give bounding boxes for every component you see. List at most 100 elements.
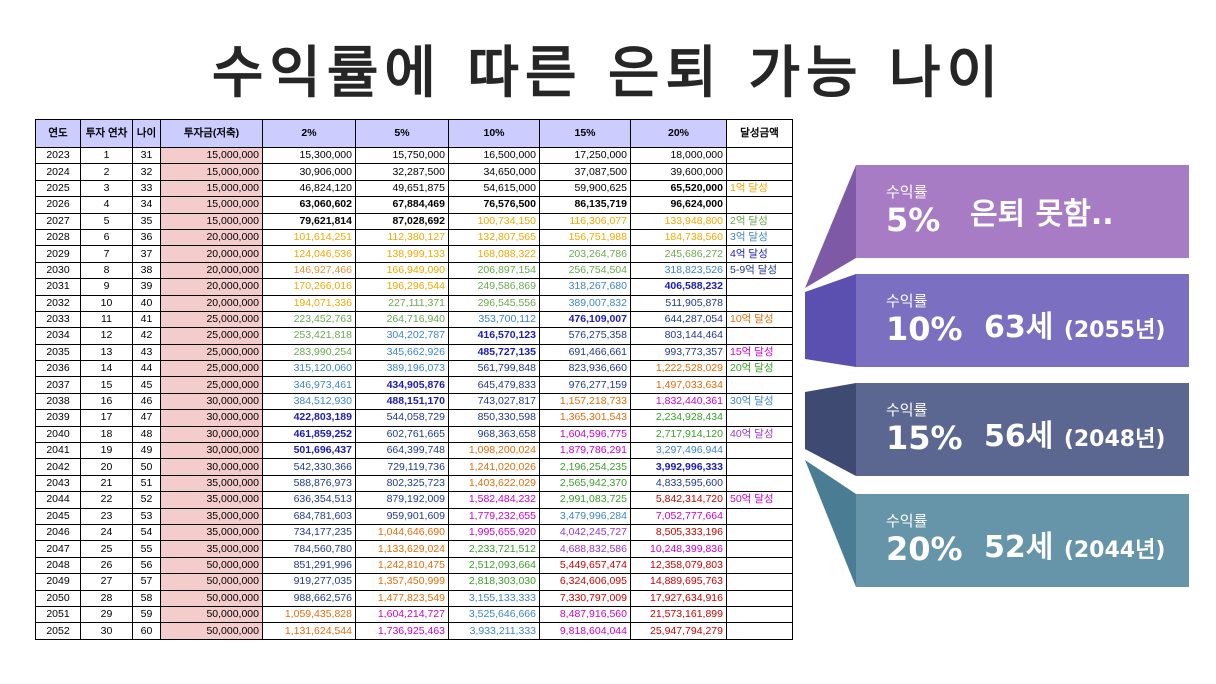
cell-achievement [726,294,793,312]
cell-invest-year: 20 [80,458,133,476]
cell-invest-year: 13 [80,343,133,362]
retirement-table: 연도 투자 연차 나이 투자금(저축) 2% 5% 10% 15% 20% 달성… [35,119,793,640]
cell-rate-20: 7,052,777,664 [630,507,727,525]
panel-label: 수익률 [886,292,928,310]
cell-rate-5: 1,357,450,999 [355,573,449,591]
cell-invest-year: 24 [80,523,133,542]
cell-rate-10: 1,241,020,026 [448,458,540,476]
header-rate-10: 10% [448,119,540,148]
cell-rate-5: 112,380,127 [355,228,449,247]
cell-rate-2: 461,859,252 [262,425,356,444]
cell-achievement: 5-9억 달성 [726,261,793,280]
cell-rate-2: 46,824,120 [262,179,356,198]
table-row: 2025 3 33 15,000,000 46,824,120 49,651,875 54,… [35,179,793,198]
cell-achievement [726,589,793,607]
cell-age: 33 [132,179,161,198]
cell-year: 2024 [35,163,81,181]
cell-year: 2052 [35,622,81,640]
cell-rate-15: 976,277,159 [539,376,631,394]
cell-rate-5: 166,949,090 [355,261,449,280]
cell-rate-10: 34,650,000 [448,163,540,181]
cell-rate-20: 1,497,033,634 [630,376,727,394]
cell-achievement [726,622,793,640]
cell-achievement [726,507,793,525]
cell-achievement [726,376,793,394]
table-row: 2023 1 31 15,000,000 15,300,000 15,750,000 16,… [35,146,793,165]
cell-rate-10: 353,700,112 [448,310,540,329]
cell-investment: 35,000,000 [160,507,263,525]
cell-rate-10: 2,818,303,030 [448,573,540,591]
cell-rate-10: 561,799,848 [448,360,540,378]
cell-year: 2031 [35,278,81,296]
cell-rate-15: 1,879,786,291 [539,442,631,460]
cell-age: 45 [132,376,161,394]
cell-rate-10: 485,727,135 [448,343,540,362]
cell-year: 2037 [35,376,81,394]
cell-age: 44 [132,360,161,378]
cell-rate-15: 9,818,604,044 [539,622,631,640]
cell-rate-2: 346,973,461 [262,376,356,394]
cell-invest-year: 6 [80,228,133,247]
cell-age: 42 [132,327,161,345]
cell-rate-2: 384,512,930 [262,392,356,411]
cell-achievement: 30억 달성 [726,392,793,411]
cell-achievement: 50억 달성 [726,491,793,509]
cell-rate-20: 8,505,333,196 [630,523,727,542]
cell-rate-5: 1,604,214,727 [355,605,449,624]
panel-rate-10: 수익률 10% 63세 (2055년) [856,274,1189,367]
table-row: 2037 15 45 25,000,000 346,973,461 434,905,876… [35,376,793,394]
cell-age: 43 [132,343,161,362]
cell-year: 2027 [35,212,81,230]
table-row: 2030 8 38 20,000,000 146,927,466 166,949,090 2… [35,261,793,280]
panel-wedge-10 [805,274,856,367]
cell-year: 2038 [35,392,81,411]
cell-rate-10: 132,807,565 [448,228,540,247]
cell-rate-2: 851,291,996 [262,556,356,575]
cell-rate-20: 133,948,800 [630,212,727,230]
panel-rate-5: 수익률 5% 은퇴 못함.. [856,165,1189,258]
cell-rate-5: 389,196,073 [355,360,449,378]
cell-age: 39 [132,278,161,296]
cell-rate-20: 4,833,595,600 [630,474,727,493]
cell-investment: 50,000,000 [160,556,263,575]
cell-rate-15: 2,991,083,725 [539,491,631,509]
cell-rate-20: 25,947,794,279 [630,622,727,640]
table-row: 2040 18 48 30,000,000 461,859,252 602,761,665… [35,425,793,444]
cell-achievement [726,605,793,624]
cell-year: 2042 [35,458,81,476]
cell-rate-15: 156,751,988 [539,228,631,247]
header-rate-15: 15% [539,119,631,148]
header-invest-year: 투자 연차 [80,119,133,148]
cell-investment: 50,000,000 [160,622,263,640]
cell-rate-10: 1,098,200,024 [448,442,540,460]
cell-rate-5: 802,325,723 [355,474,449,493]
header-row: 연도 투자 연차 나이 투자금(저축) 2% 5% 10% 15% 20% 달성… [35,119,793,148]
panel-result: 63세 (2055년) [984,310,1166,345]
cell-rate-2: 684,781,603 [262,507,356,525]
table-row: 2041 19 49 30,000,000 501,696,437 664,399,748… [35,442,793,460]
header-year: 연도 [35,119,81,148]
cell-rate-10: 3,155,133,333 [448,589,540,607]
cell-rate-20: 406,588,232 [630,278,727,296]
cell-rate-2: 1,059,435,828 [262,605,356,624]
table-row: 2038 16 46 30,000,000 384,512,930 488,151,170… [35,392,793,411]
cell-achievement: 2억 달성 [726,212,793,230]
cell-invest-year: 9 [80,278,133,296]
cell-rate-10: 1,779,232,655 [448,507,540,525]
panel-rate: 20% [886,530,963,568]
cell-rate-2: 422,803,189 [262,409,356,427]
cell-rate-10: 2,512,093,664 [448,556,540,575]
cell-age: 32 [132,163,161,181]
cell-invest-year: 4 [80,196,133,214]
cell-rate-20: 10,248,399,836 [630,540,727,558]
panel-rate-20: 수익률 20% 52세 (2044년) [856,494,1189,587]
cell-rate-20: 245,686,272 [630,245,727,263]
cell-year: 2045 [35,507,81,525]
panel-rate: 5% [886,201,941,239]
cell-rate-15: 86,135,719 [539,196,631,214]
cell-year: 2051 [35,605,81,624]
cell-rate-5: 729,119,736 [355,458,449,476]
cell-age: 54 [132,523,161,542]
cell-rate-10: 2,233,721,512 [448,540,540,558]
cell-rate-5: 879,192,009 [355,491,449,509]
